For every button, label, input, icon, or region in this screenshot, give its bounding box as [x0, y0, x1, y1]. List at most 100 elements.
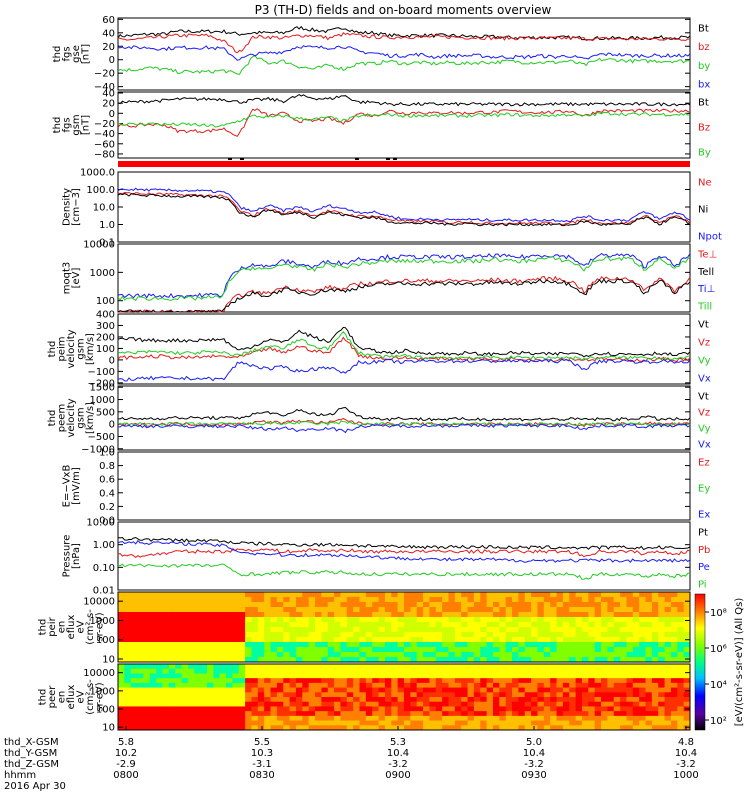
colorbar-gradient — [694, 593, 706, 731]
legend-entry: Ni — [698, 205, 708, 216]
heatmap-cell — [391, 687, 399, 693]
heatmap-cell — [512, 678, 519, 684]
heatmap-cell — [569, 706, 576, 712]
heatmap-cell — [480, 602, 488, 608]
heatmap-cell — [187, 687, 195, 693]
heatmap-cell — [569, 682, 576, 688]
heatmap-cell — [194, 678, 202, 684]
heatmap-cell — [200, 673, 208, 679]
heatmap-cell — [543, 642, 551, 648]
heatmap-cell — [264, 627, 271, 633]
heatmap-cell — [550, 664, 557, 670]
series-line-Pe — [117, 539, 691, 563]
legend-entry: Pe — [698, 562, 710, 573]
heatmap-cell — [276, 715, 284, 721]
heatmap-cell — [346, 602, 354, 608]
heatmap-cell — [442, 692, 449, 698]
heatmap-cell — [429, 647, 437, 653]
heatmap-cell — [124, 668, 132, 674]
heatmap-cell — [270, 701, 278, 707]
heatmap-cell — [467, 642, 475, 648]
heatmap-cell — [480, 715, 488, 721]
heatmap-cell — [512, 682, 519, 688]
heatmap-cell — [480, 642, 488, 648]
heatmap-cell — [543, 706, 551, 712]
heatmap-cell — [118, 711, 125, 717]
heatmap-cell — [340, 697, 348, 703]
heatmap-cell — [168, 687, 176, 693]
heatmap-cell — [340, 592, 348, 598]
heatmap-cell — [384, 622, 392, 628]
heatmap-cell — [226, 701, 233, 707]
heatmap-cell — [613, 657, 621, 663]
heatmap-cell — [219, 697, 227, 703]
heatmap-cell — [505, 711, 513, 717]
heatmap-cell — [550, 706, 557, 712]
heatmap-cell — [257, 607, 265, 613]
legend-entry: Bt — [698, 98, 709, 109]
heatmap-cell — [283, 652, 290, 658]
heatmap-cell — [499, 701, 507, 707]
x-axis-value: -3.2 — [524, 759, 544, 770]
y-tick-label: 40 — [102, 89, 115, 100]
heatmap-cell — [404, 602, 411, 608]
heatmap-cell — [537, 668, 545, 674]
heatmap-cell — [524, 682, 532, 688]
heatmap-cell — [575, 622, 583, 628]
heatmap-cell — [416, 687, 424, 693]
heatmap-cell — [232, 673, 240, 679]
heatmap-cell — [416, 715, 424, 721]
heatmap-cell — [492, 687, 500, 693]
heatmap-cell — [340, 715, 348, 721]
heatmap-cell — [206, 627, 214, 633]
series-line-bz — [117, 32, 691, 54]
heatmap-cell — [130, 637, 138, 643]
heatmap-cell — [226, 682, 233, 688]
heatmap-cell — [397, 664, 405, 670]
heatmap-cell — [448, 706, 456, 712]
heatmap-cell — [410, 607, 418, 613]
y-tick-label: 0 — [109, 55, 115, 66]
heatmap-cell — [353, 632, 360, 638]
heatmap-cell — [581, 657, 589, 663]
heatmap-cell — [664, 652, 672, 658]
heatmap-cell — [581, 617, 589, 623]
heatmap-cell — [588, 617, 596, 623]
heatmap-cell — [404, 647, 411, 653]
heatmap-cell — [226, 592, 233, 598]
heatmap-cell — [670, 687, 678, 693]
heatmap-cell — [308, 607, 316, 613]
heatmap-cell — [181, 622, 189, 628]
heatmap-cell — [562, 597, 570, 603]
heatmap-cell — [232, 597, 240, 603]
x-axis-value: 0930 — [521, 770, 546, 781]
series-line-Vt — [117, 326, 691, 358]
y-tick-label: 0 — [109, 355, 115, 366]
heatmap-cell — [505, 697, 513, 703]
heatmap-cell — [187, 602, 195, 608]
heatmap-cell — [473, 678, 481, 684]
heatmap-cell — [639, 637, 646, 643]
heatmap-cell — [486, 697, 494, 703]
heatmap-cell — [410, 664, 418, 670]
heatmap-cell — [594, 607, 602, 613]
heatmap-cell — [423, 592, 430, 598]
heatmap-cell — [245, 597, 252, 603]
heatmap-cell — [569, 673, 576, 679]
heatmap-cell — [416, 627, 424, 633]
heatmap-cell — [346, 632, 354, 638]
heatmap-cell — [518, 642, 526, 648]
heatmap-cell — [607, 632, 615, 638]
heatmap-cell — [581, 602, 589, 608]
heatmap-cell — [384, 697, 392, 703]
heatmap-cell — [645, 627, 653, 633]
heatmap-cell — [562, 668, 570, 674]
heatmap-cell — [238, 647, 246, 653]
legend-entry: Npot — [698, 232, 722, 243]
heatmap-cell — [206, 673, 214, 679]
legend-entry: Ey — [698, 484, 710, 495]
heatmap-cell — [308, 637, 316, 643]
heatmap-cell — [435, 652, 443, 658]
heatmap-cell — [137, 607, 144, 613]
series-line-Tell — [117, 278, 691, 313]
